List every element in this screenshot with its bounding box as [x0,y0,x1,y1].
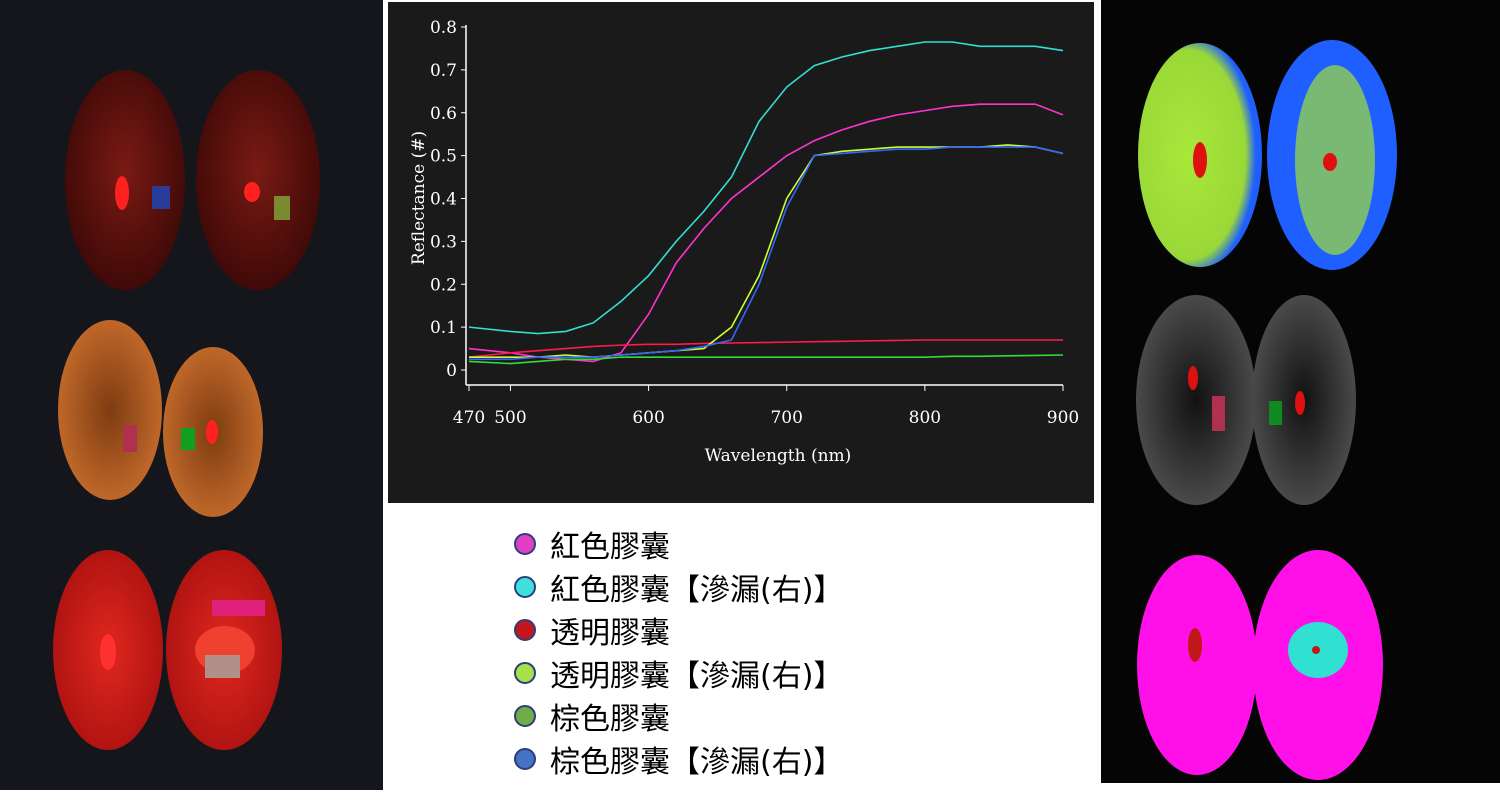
legend-item: 紅色膠囊 [514,522,843,565]
legend-label: 紅色膠囊 [550,529,670,565]
chart-background [388,2,1094,503]
data-line [468,354,1064,365]
x-axis-title: Wavelength (nm) [705,446,852,466]
x-tick-label: 900 [1047,408,1079,428]
legend-label: 透明膠囊【滲漏(右)】 [550,658,844,694]
legend-label: 棕色膠囊 [550,701,670,737]
chart: Wavelength (nm) Reflectance (#) 0 0.1 0.2 0… [409,18,1079,466]
y-tick-label: 0 [446,361,457,381]
data-line [468,41,1064,335]
y-tick-label: 0.5 [430,147,457,167]
legend: 紅色膠囊紅色膠囊【滲漏(右)】 透明膠囊透明膠囊【滲漏(右)】 棕色膠囊棕色膠囊【滲… [514,522,843,780]
legend-item: 紅色膠囊【滲漏(右)】 [514,565,843,608]
data-line [469,146,1064,361]
legend-marker [514,575,536,598]
y-tick-label: 0.6 [430,104,457,124]
legend-marker [514,704,536,727]
photo-panel [0,0,383,790]
legend-item: 棕色膠囊 [514,694,843,737]
legend-marker [514,532,536,555]
data-line [468,103,1064,363]
legend-marker [514,661,536,684]
y-tick-label: 0.7 [430,61,457,81]
y-axis-title: Reflectance (#) [409,131,429,265]
legend-item: 透明膠囊【滲漏(右)】 [514,651,843,694]
legend-marker [514,618,536,641]
legend-item: 透明膠囊 [514,608,843,651]
legend-label: 透明膠囊 [550,615,670,651]
classification-panel [1101,0,1500,783]
data-line [468,339,1063,358]
y-tick-label: 0.8 [430,18,457,38]
x-tick-label: 600 [632,408,664,428]
y-tick-label: 0.1 [430,318,457,338]
x-tick-label: 500 [494,408,526,428]
legend-label: 棕色膠囊【滲漏(右)】 [550,744,844,780]
legend-label: 紅色膠囊【滲漏(右)】 [550,572,844,608]
legend-marker [514,747,536,770]
y-tick-label: 0.2 [430,275,457,295]
y-tick-label: 0.3 [430,232,457,252]
x-tick-label: 700 [770,408,802,428]
x-tick-label: 470 [453,408,485,428]
legend-item: 棕色膠囊【滲漏(右)】 [514,737,843,780]
x-tick-label: 800 [909,408,941,428]
y-tick-label: 0.4 [430,190,457,210]
